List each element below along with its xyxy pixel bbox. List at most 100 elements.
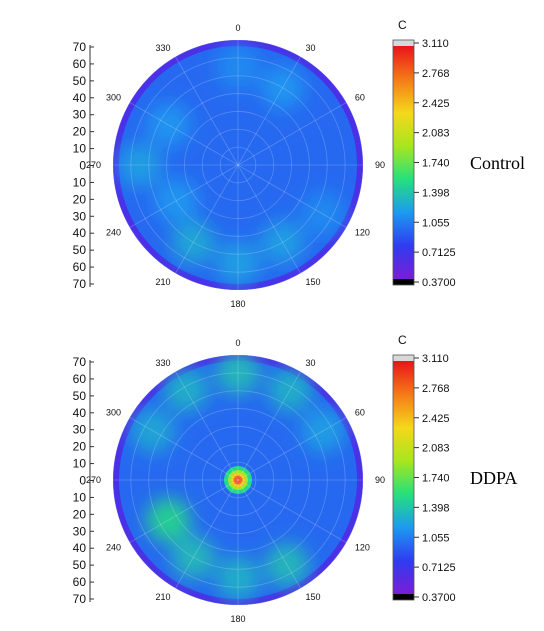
colorbar-tick-label: 2.425 — [422, 413, 450, 425]
grid-spoke — [129, 164, 239, 228]
radial-tick-label: 60 — [73, 57, 87, 71]
colorbar-tick-label: 2.768 — [422, 68, 450, 80]
angle-tick-label: 240 — [106, 543, 121, 553]
angle-tick-label: 300 — [106, 93, 121, 103]
grid-ring — [166, 93, 310, 237]
colorbar-cap-bottom — [393, 594, 414, 600]
radial-tick-label: 20 — [73, 440, 87, 454]
radial-tick-label: 50 — [73, 389, 87, 403]
colorbar-title: C — [398, 18, 407, 32]
grid-spoke — [237, 371, 301, 481]
angle-tick-label: 210 — [155, 277, 170, 287]
radial-tick-label: 60 — [73, 260, 87, 274]
radial-tick-label: 30 — [73, 524, 87, 538]
grid-spoke — [129, 417, 239, 481]
grid-ring — [130, 57, 346, 273]
heat-blob-5 — [146, 498, 191, 543]
angle-tick-label: 330 — [155, 358, 170, 368]
heat-blob-6 — [171, 535, 216, 580]
colorbar — [393, 46, 414, 279]
angle-tick-label: 60 — [355, 408, 365, 418]
grid-spoke — [175, 56, 239, 166]
radial-tick-label: 10 — [73, 457, 87, 471]
colorbar-tick-label: 1.740 — [422, 158, 450, 170]
heat-blob-2 — [164, 368, 209, 413]
angle-tick-label: 60 — [355, 93, 365, 103]
radial-tick-label: 60 — [73, 575, 87, 589]
grid-ring — [112, 39, 364, 291]
colorbar-title: C — [398, 333, 407, 347]
colorbar-tick-label: 3.110 — [422, 353, 449, 365]
heat-blob-7 — [216, 556, 260, 601]
radial-tick-label: 0 — [79, 474, 86, 488]
radial-tick-label: 40 — [73, 541, 87, 555]
colorbar-tick-label: 0.7125 — [422, 247, 456, 259]
colorbar-cap-bottom — [393, 279, 414, 285]
colorbar-cap-top — [393, 355, 414, 361]
colorbar-tick-label: 2.425 — [422, 98, 450, 110]
radial-tick-label: 0 — [79, 159, 86, 173]
colorbar-tick-label: 2.083 — [422, 128, 450, 140]
radial-tick-label: 70 — [73, 40, 87, 54]
colorbar-tick-label: 1.398 — [422, 502, 450, 514]
radial-tick-label: 10 — [73, 175, 87, 189]
grid-spoke — [237, 417, 347, 481]
grid-spoke — [237, 479, 347, 543]
radial-tick-label: 30 — [73, 209, 87, 223]
heat-blob-1 — [146, 102, 191, 147]
polar-heatmap-panel-control: 0 30 60 90 120 150 180 210 240 270 300 330 70 60 50 40 3… — [0, 10, 544, 310]
colorbar-tick-label: 0.3700 — [422, 277, 456, 289]
grid-ring — [184, 426, 292, 534]
radial-tick-label: 40 — [73, 91, 87, 105]
grid-spoke — [129, 102, 239, 166]
radial-tick-label: 30 — [73, 108, 87, 122]
radial-tick-label: 10 — [73, 142, 87, 156]
center-hotspot-ring-4 — [235, 477, 241, 483]
polar-heatmap-panel-ddpa: 0 30 60 90 120 150 180 210 240 270 300 330 70 60 50 40 3… — [0, 325, 544, 625]
grid-ring — [112, 354, 364, 606]
angle-tick-label: 150 — [306, 592, 321, 602]
colorbar-tick-label: 2.083 — [422, 443, 450, 455]
radial-tick-label: 70 — [73, 592, 87, 606]
heat-blob-4 — [130, 408, 175, 453]
radial-tick-label: 40 — [73, 226, 87, 240]
grid-spoke — [129, 479, 239, 543]
radial-tick-label: 30 — [73, 423, 87, 437]
radial-tick-label: 20 — [73, 192, 87, 206]
grid-ring — [219, 461, 257, 499]
colorbar-tick-label: 0.7125 — [422, 562, 456, 574]
angle-tick-label: 90 — [375, 160, 385, 170]
colorbar-tick-label: 2.768 — [422, 383, 450, 395]
angle-tick-label: 0 — [235, 338, 240, 348]
heat-blob-7 — [154, 178, 199, 223]
radial-tick-label: 50 — [73, 243, 87, 257]
grid-spoke — [237, 102, 347, 166]
heat-blob-8 — [301, 192, 346, 237]
colorbar-tick-label: 1.055 — [422, 217, 450, 229]
heat-blob-1 — [216, 355, 260, 395]
radial-tick-label: 60 — [73, 372, 87, 386]
radial-tick-label: 50 — [73, 558, 87, 572]
radial-tick-label: 50 — [73, 74, 87, 88]
radial-tick-label: 70 — [73, 277, 87, 291]
grid-ring — [201, 128, 275, 202]
radial-tick-label: 70 — [73, 355, 87, 369]
angle-tick-label: 240 — [106, 228, 121, 238]
polar-heatmap-svg-control: 0306090120150180210240270300330706050403… — [73, 23, 456, 309]
heat-blob-2 — [260, 65, 305, 110]
polar-heatmap-svg-ddpa: 0306090120150180210240270300330706050403… — [73, 338, 456, 624]
grid-ring — [166, 408, 310, 552]
angle-tick-label: 0 — [235, 23, 240, 33]
heat-blob-3 — [216, 44, 260, 89]
heat-blob-3 — [267, 368, 312, 413]
colorbar-tick-label: 1.398 — [422, 187, 450, 199]
angle-tick-label: 330 — [155, 43, 170, 53]
angle-tick-label: 30 — [306, 43, 316, 53]
colorbar — [393, 361, 414, 594]
heat-blob-6 — [260, 220, 305, 265]
grid-spoke — [237, 164, 301, 274]
angle-tick-label: 300 — [106, 408, 121, 418]
colorbar-tick-label: 1.740 — [422, 473, 450, 485]
heat-blob-8 — [265, 543, 310, 588]
heat-blob-9 — [301, 408, 346, 453]
